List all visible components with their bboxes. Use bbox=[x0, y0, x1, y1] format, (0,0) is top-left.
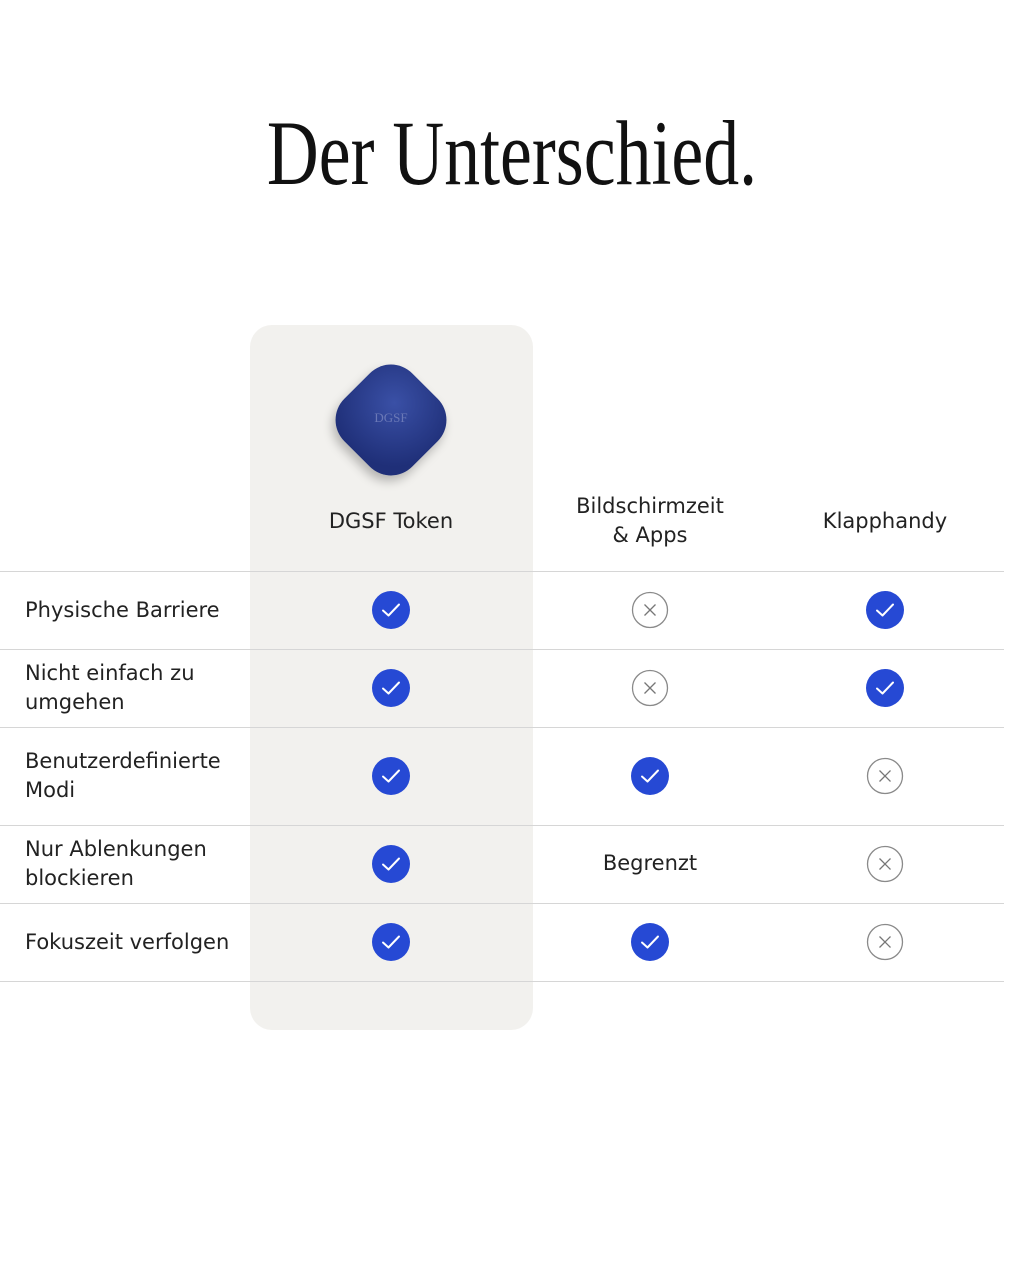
cell-text: Begrenzt bbox=[602, 851, 698, 875]
cross-icon bbox=[866, 923, 904, 961]
row-divider bbox=[0, 571, 1004, 572]
column-header: Bildschirmzeit & Apps bbox=[576, 494, 724, 547]
cross-icon bbox=[866, 757, 904, 795]
cross-icon bbox=[631, 591, 669, 629]
check-icon bbox=[372, 757, 410, 795]
check-icon bbox=[372, 591, 410, 629]
row-label: Physische Barriere bbox=[25, 597, 220, 622]
check-icon bbox=[372, 845, 410, 883]
row-divider bbox=[0, 903, 1004, 904]
check-icon bbox=[372, 669, 410, 707]
row-label: Nur Ablenkungen blockieren bbox=[25, 837, 207, 890]
row-label: Benutzerdefinierte Modi bbox=[25, 749, 221, 802]
check-icon bbox=[631, 923, 669, 961]
row-divider bbox=[0, 825, 1004, 826]
row-label: Fokuszeit verfolgen bbox=[25, 929, 230, 954]
cross-icon bbox=[631, 669, 669, 707]
row-divider bbox=[0, 649, 1004, 650]
row-divider bbox=[0, 981, 1004, 982]
check-icon bbox=[631, 757, 669, 795]
column-header: DGSF Token bbox=[328, 508, 454, 533]
check-icon bbox=[866, 669, 904, 707]
column-header: Klapphandy bbox=[822, 508, 948, 533]
row-label: Nicht einfach zu umgehen bbox=[25, 661, 195, 714]
check-icon bbox=[372, 923, 410, 961]
check-icon bbox=[866, 591, 904, 629]
token-label: DGSF bbox=[374, 410, 408, 425]
title: Der Unterschied. bbox=[266, 102, 758, 204]
cross-icon bbox=[866, 845, 904, 883]
row-divider bbox=[0, 727, 1004, 728]
